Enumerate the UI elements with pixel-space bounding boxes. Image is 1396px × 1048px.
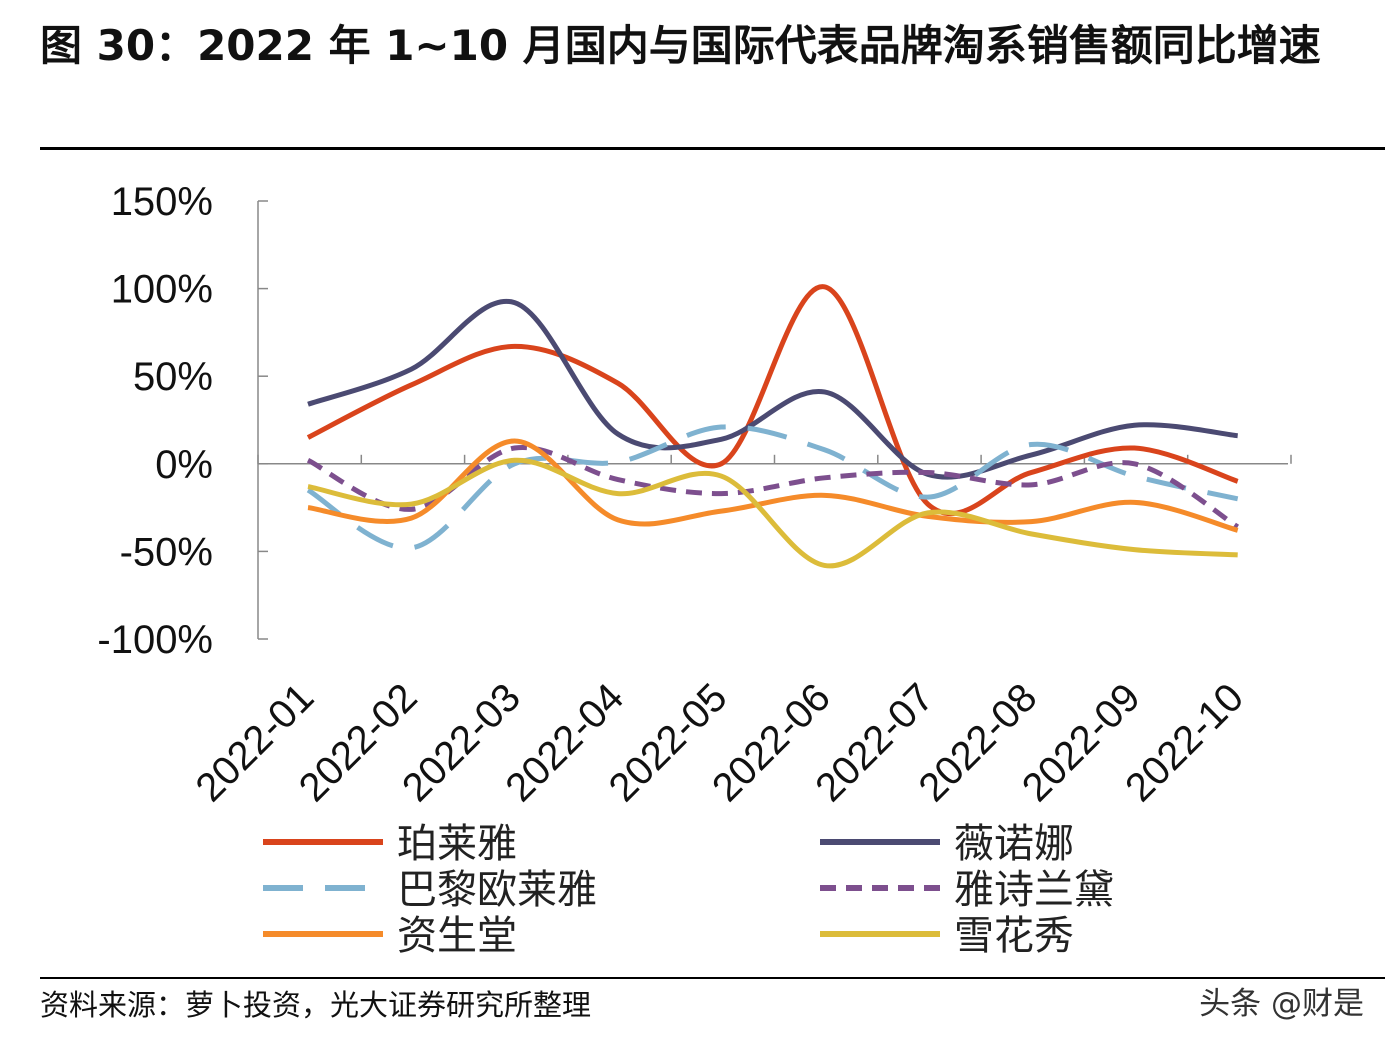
y-tick-label: -50% (120, 530, 213, 574)
title-rule (40, 147, 1385, 150)
y-tick-label: 100% (111, 268, 213, 312)
legend-label: 资生堂 (397, 913, 517, 959)
footer-rule (40, 977, 1385, 979)
y-tick-label: 150% (111, 180, 213, 224)
legend-label: 珀莱雅 (397, 821, 517, 867)
series-line-0 (306, 284, 1239, 517)
legend-label: 雅诗兰黛 (954, 867, 1114, 913)
legend-label: 巴黎欧莱雅 (397, 867, 597, 913)
legend-label: 薇诺娜 (954, 821, 1074, 867)
y-tick-label: 0% (155, 443, 213, 487)
series-line-4 (307, 438, 1239, 533)
y-tick-label: 50% (133, 355, 213, 399)
legend-label: 雪花秀 (954, 913, 1074, 959)
y-tick-label: -100% (97, 618, 213, 662)
watermark: 头条 @财是 (1199, 986, 1364, 1022)
series-line-1 (307, 298, 1238, 480)
source-note: 资料来源：萝卜投资，光大证券研究所整理 (40, 988, 592, 1022)
figure-title: 图 30：2022 年 1~10 月国内与国际代表品牌淘系销售额同比增速 (40, 21, 1321, 70)
series-line-2 (306, 424, 1239, 551)
series-line-5 (307, 457, 1238, 569)
series-line-3 (306, 444, 1240, 530)
